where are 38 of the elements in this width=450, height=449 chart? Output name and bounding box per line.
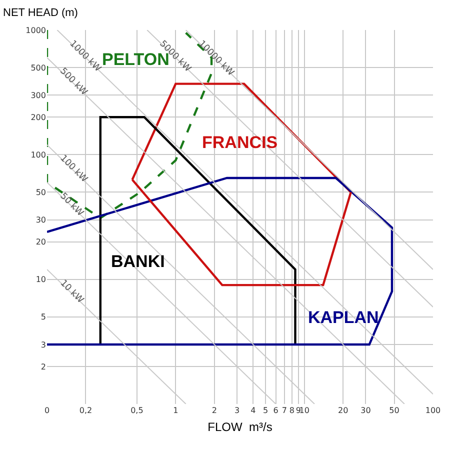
x-axis-title: FLOW m³/s [208,420,272,434]
x-tick-label: 4 [250,406,256,415]
x-tick-label: 0,2 [79,406,92,415]
text: 500 kW [58,66,89,98]
annotation: KAPLAN [308,308,379,327]
y-tick-label: 500 [30,63,46,72]
y-tick-label: 30 [36,216,46,225]
x-tick-label: 2 [212,406,217,415]
x-tick-label: 50 [389,406,400,415]
x-tick-label: 3 [234,406,240,415]
x-tick-label: 30 [360,406,371,415]
x-tick-label: 10 [299,406,310,415]
x-tick-label: 8 [289,406,294,415]
y-tick-label: 1000 [26,26,46,35]
x-tick-label: 5 [263,406,268,415]
x-tick-label: 0,5 [130,406,144,415]
y-tick-label: 5 [40,312,46,322]
y-tick-label: 200 [30,112,46,122]
x-tick-label: 7 [282,406,287,415]
x-tick-label: 0 [44,406,50,415]
y-tick-label: 3 [40,340,46,350]
x-tick-label: 20 [338,406,348,415]
y-tick-label: 10 [36,275,46,284]
text: 50 kW [58,191,86,219]
x-tick-label: 1 [173,406,178,415]
y-tick-label: 100 [30,150,46,160]
x-tick-label: 100 [425,406,441,415]
y-tick-label: 300 [30,90,46,100]
annotation: BANKI [111,252,165,271]
x-tick-label: 9 [296,406,301,415]
y-axis-title: NET HEAD (m) [3,7,78,19]
text: 10 kW [58,278,86,306]
text: 100 kW [58,153,90,185]
y-tick-label: 20 [36,238,46,247]
x-tick-label: 6 [273,406,278,415]
y-tick-label: 2 [40,362,46,372]
annotation: FRANCIS [202,133,278,152]
y-tick-label: 50 [36,188,46,197]
